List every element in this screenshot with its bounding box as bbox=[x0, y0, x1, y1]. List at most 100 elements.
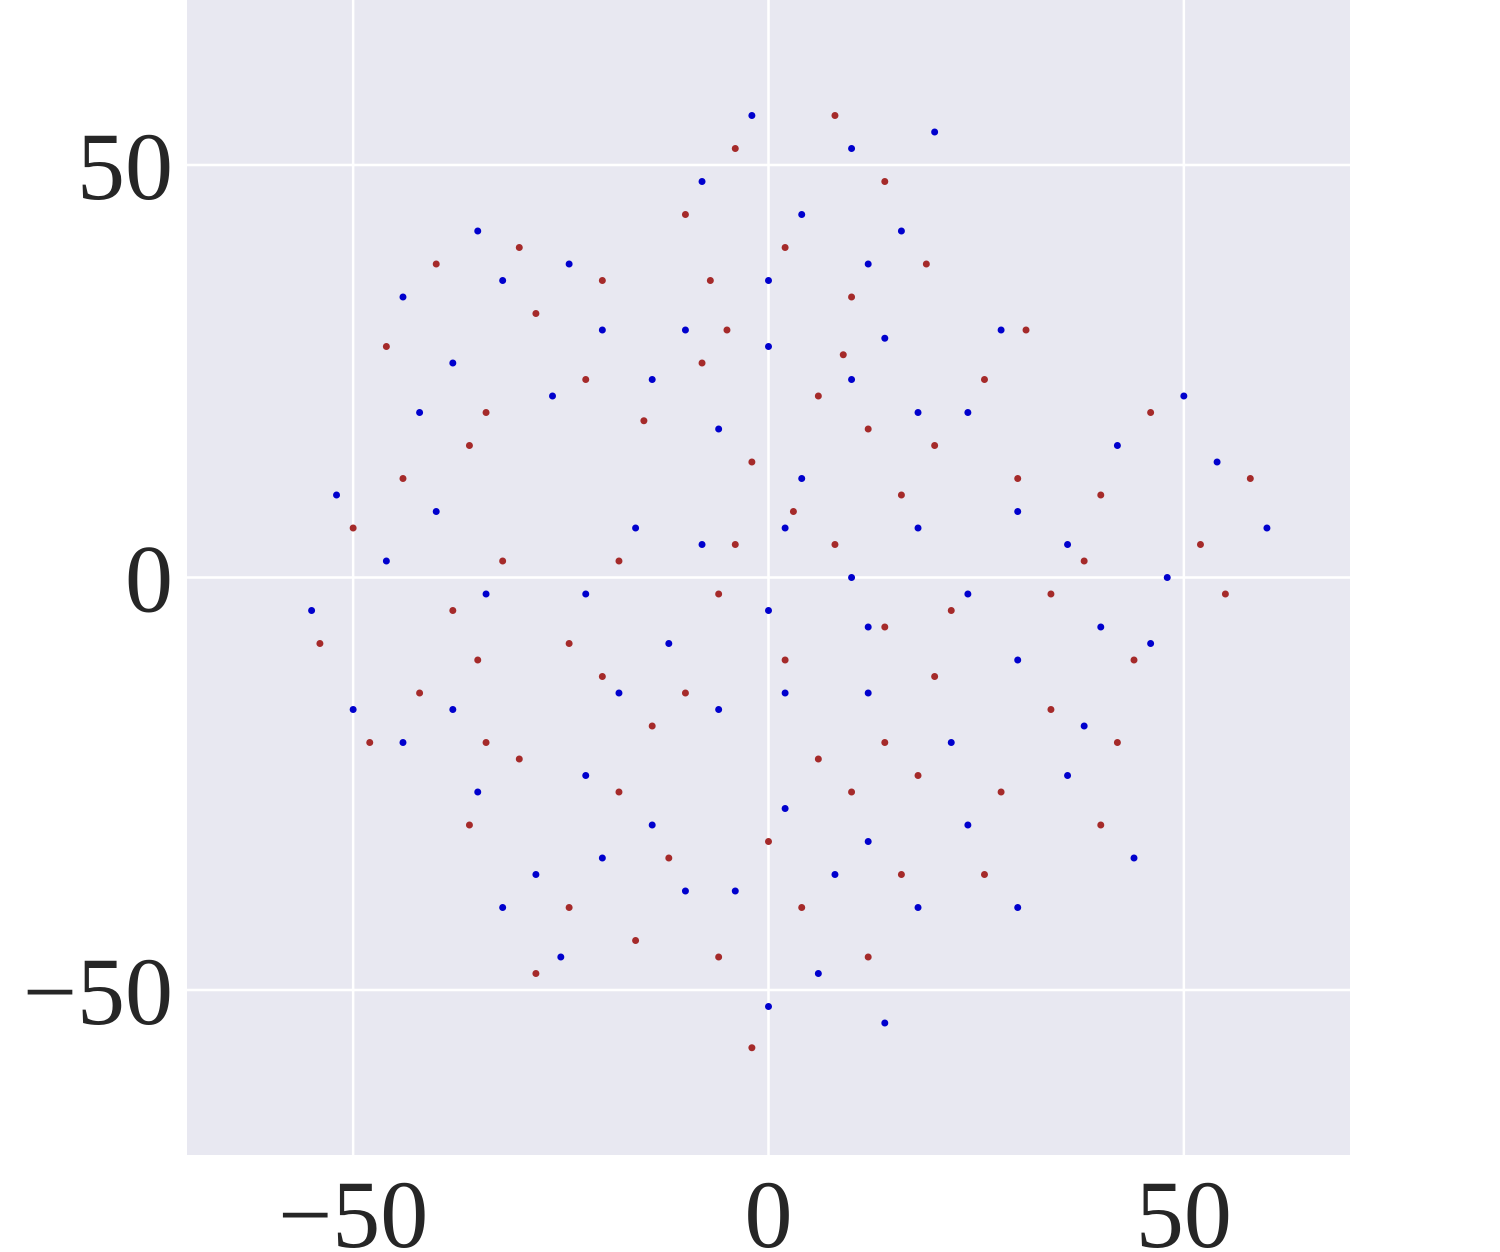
point bbox=[499, 557, 507, 565]
y-tick-label: 0 bbox=[125, 526, 173, 633]
point bbox=[922, 260, 930, 268]
point bbox=[565, 640, 573, 647]
point bbox=[848, 788, 856, 796]
point bbox=[765, 1003, 772, 1010]
point bbox=[316, 640, 324, 647]
point bbox=[1064, 541, 1072, 548]
point bbox=[964, 590, 972, 598]
point bbox=[665, 854, 673, 862]
point bbox=[698, 178, 706, 185]
point bbox=[416, 689, 424, 697]
point bbox=[831, 541, 839, 548]
point bbox=[681, 326, 689, 334]
point bbox=[1097, 623, 1105, 631]
point bbox=[723, 326, 731, 334]
point bbox=[765, 838, 772, 845]
point bbox=[482, 409, 490, 416]
point bbox=[632, 524, 640, 532]
point bbox=[715, 425, 723, 433]
point bbox=[416, 409, 424, 416]
point bbox=[399, 293, 407, 301]
point bbox=[731, 541, 739, 548]
point bbox=[1130, 854, 1138, 862]
point bbox=[1130, 656, 1138, 664]
point bbox=[449, 607, 457, 614]
point bbox=[648, 376, 656, 383]
point bbox=[557, 953, 565, 961]
point bbox=[1080, 557, 1088, 565]
point bbox=[748, 1044, 756, 1052]
point bbox=[474, 788, 482, 796]
point bbox=[731, 145, 739, 152]
point bbox=[765, 277, 772, 284]
point bbox=[964, 409, 972, 416]
point bbox=[781, 689, 789, 697]
point bbox=[864, 623, 872, 631]
point bbox=[632, 937, 640, 944]
point bbox=[831, 871, 839, 878]
point bbox=[864, 260, 872, 268]
point bbox=[1246, 475, 1254, 482]
point bbox=[482, 739, 490, 746]
point bbox=[881, 334, 889, 342]
point bbox=[681, 887, 689, 895]
point bbox=[914, 524, 922, 532]
point bbox=[848, 574, 856, 581]
point bbox=[914, 772, 922, 779]
point bbox=[1014, 475, 1022, 482]
point bbox=[648, 821, 656, 829]
point bbox=[1047, 706, 1055, 713]
point bbox=[914, 409, 922, 416]
point bbox=[864, 425, 872, 433]
point bbox=[831, 112, 839, 119]
point bbox=[748, 458, 756, 466]
point bbox=[1263, 524, 1271, 532]
point bbox=[681, 211, 689, 218]
point bbox=[897, 871, 905, 878]
point bbox=[1113, 739, 1121, 746]
point bbox=[881, 739, 889, 746]
point bbox=[731, 887, 739, 895]
point bbox=[881, 623, 889, 631]
point bbox=[814, 755, 822, 763]
point bbox=[781, 244, 789, 251]
point bbox=[382, 343, 390, 350]
point bbox=[1064, 772, 1072, 779]
point bbox=[980, 871, 988, 878]
point bbox=[1097, 821, 1105, 829]
point bbox=[399, 475, 407, 482]
point bbox=[914, 904, 922, 911]
point bbox=[1147, 409, 1155, 416]
point bbox=[474, 227, 482, 235]
point bbox=[449, 359, 457, 367]
point bbox=[532, 970, 540, 977]
point bbox=[549, 392, 557, 400]
point bbox=[499, 277, 507, 284]
point bbox=[798, 211, 806, 218]
point bbox=[1180, 392, 1188, 400]
point bbox=[449, 706, 457, 713]
point bbox=[698, 541, 706, 548]
point bbox=[1014, 508, 1022, 515]
point bbox=[499, 904, 507, 911]
point bbox=[765, 343, 772, 350]
point bbox=[582, 772, 590, 779]
x-tick-label: 50 bbox=[1136, 1161, 1232, 1252]
point bbox=[980, 376, 988, 383]
point bbox=[1221, 590, 1229, 598]
point bbox=[349, 524, 357, 532]
point bbox=[947, 739, 955, 746]
point bbox=[814, 392, 822, 400]
x-tick-label: 0 bbox=[745, 1161, 793, 1252]
point bbox=[1014, 656, 1022, 664]
point bbox=[532, 310, 540, 317]
point bbox=[598, 673, 606, 680]
point bbox=[1213, 458, 1221, 466]
point bbox=[382, 557, 390, 565]
point bbox=[582, 376, 590, 383]
point bbox=[349, 706, 357, 713]
point bbox=[648, 722, 656, 730]
point bbox=[781, 656, 789, 664]
point bbox=[848, 293, 856, 301]
